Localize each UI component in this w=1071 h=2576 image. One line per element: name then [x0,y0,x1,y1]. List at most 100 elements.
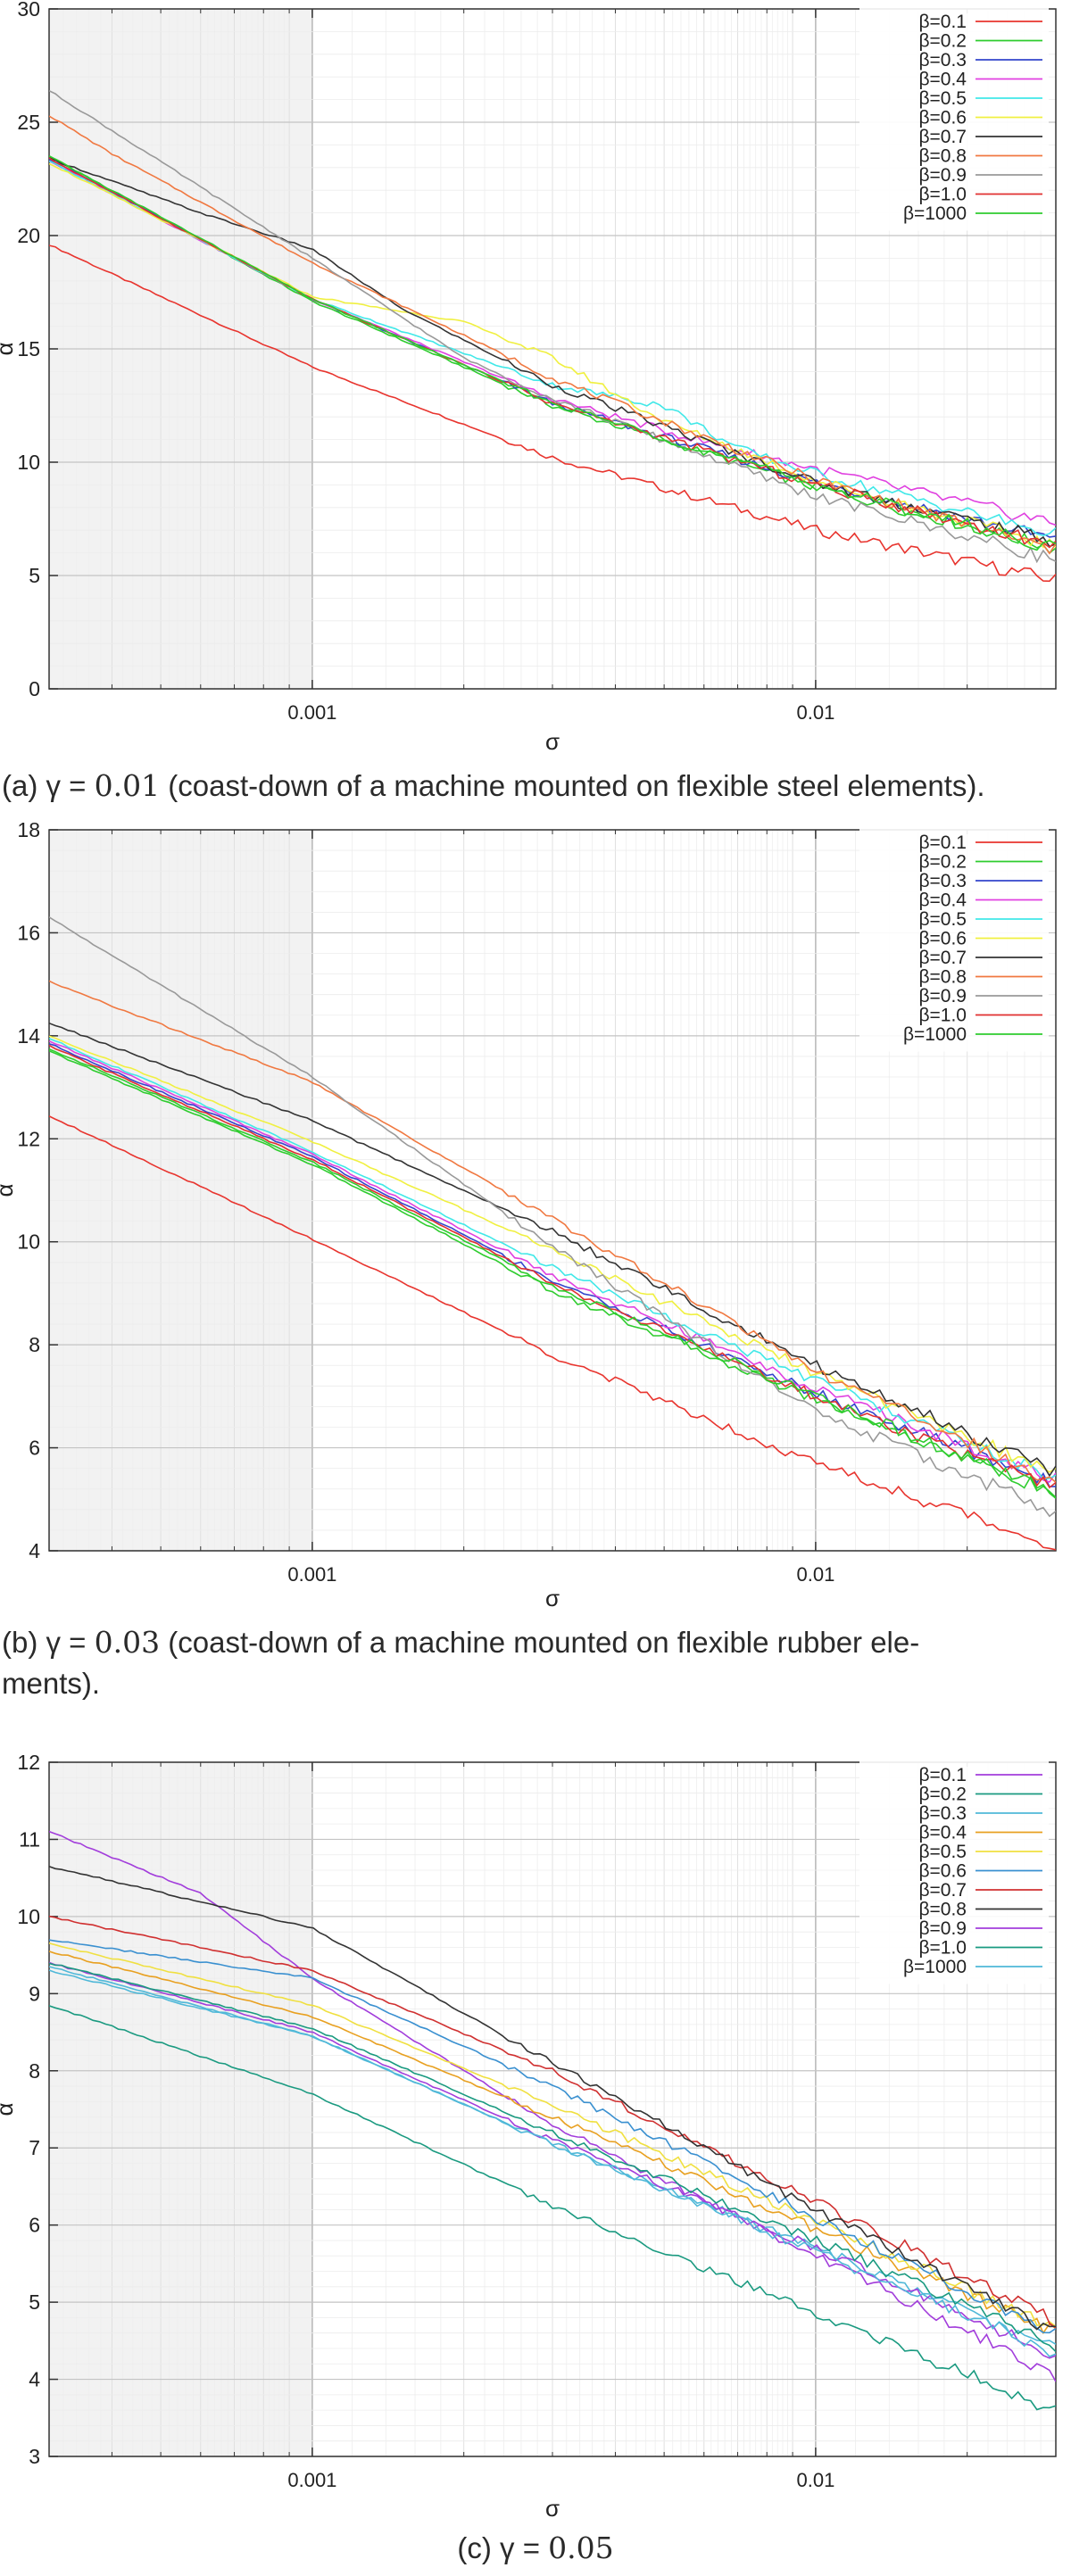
y-tick-label: 25 [17,111,40,134]
legend-label: β=1000 [903,1024,967,1045]
legend-label: β=0.4 [918,890,967,911]
legend-label: β=0.4 [918,1823,967,1843]
y-tick-label: 15 [17,337,40,360]
chart-a: 0.001 0.01 0 5 10 15 20 25 30 σ α β=0.1β=0.2β=0.3β=… [0,0,1057,755]
legend-label: β=0.9 [918,165,967,186]
y-tick-label: 16 [17,921,40,944]
x-tick-label: 0.001 [287,1563,336,1586]
y-tick-label: 5 [29,2290,40,2314]
series-line-β=0.2 [49,2005,1056,2411]
legend-label: β=1.0 [918,185,967,205]
y-tick-label: 6 [29,1437,40,1460]
series-line-β=0.9 [49,916,1056,1518]
series-line-β=1.0 [49,1962,1056,2353]
x-tick-label: 0.001 [287,701,336,724]
series-group [49,916,1056,1551]
y-tick-label: 0 [29,677,40,700]
y-tick-label: 14 [17,1024,40,1048]
y-tick-label: 20 [17,224,40,247]
legend-label: β=0.5 [918,909,967,930]
series-line-β=0.6 [49,1939,1056,2334]
caption-b-line2: ments). [2,1667,101,1700]
legend-label: β=0.4 [918,70,967,90]
series-line-β=0.9 [49,89,1056,564]
x-axis-label: σ [545,728,560,755]
y-tick-label: 30 [17,0,40,21]
caption-a: (a) γ = 0.01 (coast-down of a machine mo… [0,766,1071,807]
legend-label: β=1.0 [918,1938,967,1959]
series-line-β=0.8 [49,980,1056,1483]
caption-a-prefix: (a) γ = [2,769,95,802]
caption-a-suffix: (coast-down of a machine mounted on flex… [160,769,985,802]
legend-label: β=0.7 [918,948,967,968]
series-line-β=0.6 [49,1035,1056,1473]
y-tick-label: 6 [29,2214,40,2237]
legend-label: β=0.2 [918,852,967,873]
y-tick-label: 4 [29,1539,40,1562]
series-line-β=0.1 [49,244,1056,583]
y-tick-label: 3 [29,2445,40,2468]
series-line-β=1.0 [49,157,1056,549]
legend-label: β=1000 [903,1957,967,1977]
y-tick-label: 18 [17,821,40,841]
series-line-β=0.7 [49,157,1056,548]
y-tick-label: 5 [29,564,40,587]
legend-label: β=0.9 [918,1918,967,1939]
legend-label: β=0.5 [918,1842,967,1862]
legend-label: β=0.7 [918,1880,967,1901]
y-axis-label: α [0,342,18,355]
legend-label: β=0.1 [918,832,967,853]
series-line-β=1000 [49,154,1056,551]
series-line-β=0.5 [49,1038,1056,1480]
y-tick-label: 10 [17,1230,40,1254]
legend-label: β=0.7 [918,127,967,147]
y-tick-label: 8 [29,1333,40,1356]
legend-label: β=0.8 [918,967,967,988]
y-axis-label: α [0,2102,18,2116]
series-group [49,89,1056,583]
caption-b: (b) γ = 0.03 (coast-down of a machine mo… [0,1622,1071,1704]
chart-c: 0.0010.013456789101112σαβ=0.1β=0.2β=0.3β… [0,1753,1057,2522]
series-line-β=0.1 [49,1115,1056,1551]
chart-b: 0.0010.014681012141618σαβ=0.1β=0.2β=0.3β… [0,821,1057,1611]
x-tick-label: 0.001 [287,2469,336,2491]
y-tick-label: 4 [29,2368,40,2391]
y-tick-label: 12 [17,1127,40,1150]
caption-b-line1: (b) γ = 0.03 (coast-down of a machine mo… [2,1622,1071,1663]
caption-c-value: 0.05 [548,2530,614,2565]
legend-label: β=0.2 [918,31,967,52]
legend-label: β=0.6 [918,1861,967,1882]
series-line-β=0.8 [49,1866,1056,2331]
x-tick-label: 0.01 [796,701,834,724]
x-tick-label: 0.01 [796,1563,834,1586]
y-tick-label: 12 [17,1753,40,1774]
caption-c-prefix: (c) γ = [457,2531,549,2564]
x-axis-label: σ [545,2495,560,2522]
series-line-β=0.7 [49,1022,1056,1478]
y-tick-label: 10 [17,1905,40,1928]
y-tick-label: 9 [29,1982,40,2005]
y-axis-label: α [0,1183,18,1197]
legend-label: β=0.3 [918,50,967,70]
legend-label: β=0.8 [918,146,967,167]
x-tick-label: 0.01 [796,2469,834,2491]
legend: β=0.1β=0.2β=0.3β=0.4β=0.5β=0.6β=0.7β=0.8… [859,1757,1049,1984]
legend-label: β=0.1 [918,1765,967,1785]
y-tick-label: 7 [29,2136,40,2159]
chart-panel-b: 0.0010.014681012141618σαβ=0.1β=0.2β=0.3β… [0,821,1071,1731]
legend-label: β=0.2 [918,1785,967,1805]
series-line-β=1000 [49,1969,1056,2357]
legend-label: β=0.8 [918,1900,967,1920]
series-line-β=0.4 [49,1040,1056,1483]
legend-label: β=0.6 [918,929,967,949]
legend-label: β=0.9 [918,986,967,1006]
legend: β=0.1β=0.2β=0.3β=0.4β=0.5β=0.6β=0.7β=0.8… [859,4,1049,231]
series-line-β=0.7 [49,1915,1056,2329]
caption-c: (c) γ = 0.05 [0,2528,1071,2569]
y-tick-label: 8 [29,2059,40,2083]
caption-b-value: 0.03 [94,1625,161,1660]
y-tick-label: 10 [17,451,40,474]
legend-label: β=0.5 [918,88,967,109]
shaded-region [49,830,312,1551]
legend-label: β=0.3 [918,871,967,891]
